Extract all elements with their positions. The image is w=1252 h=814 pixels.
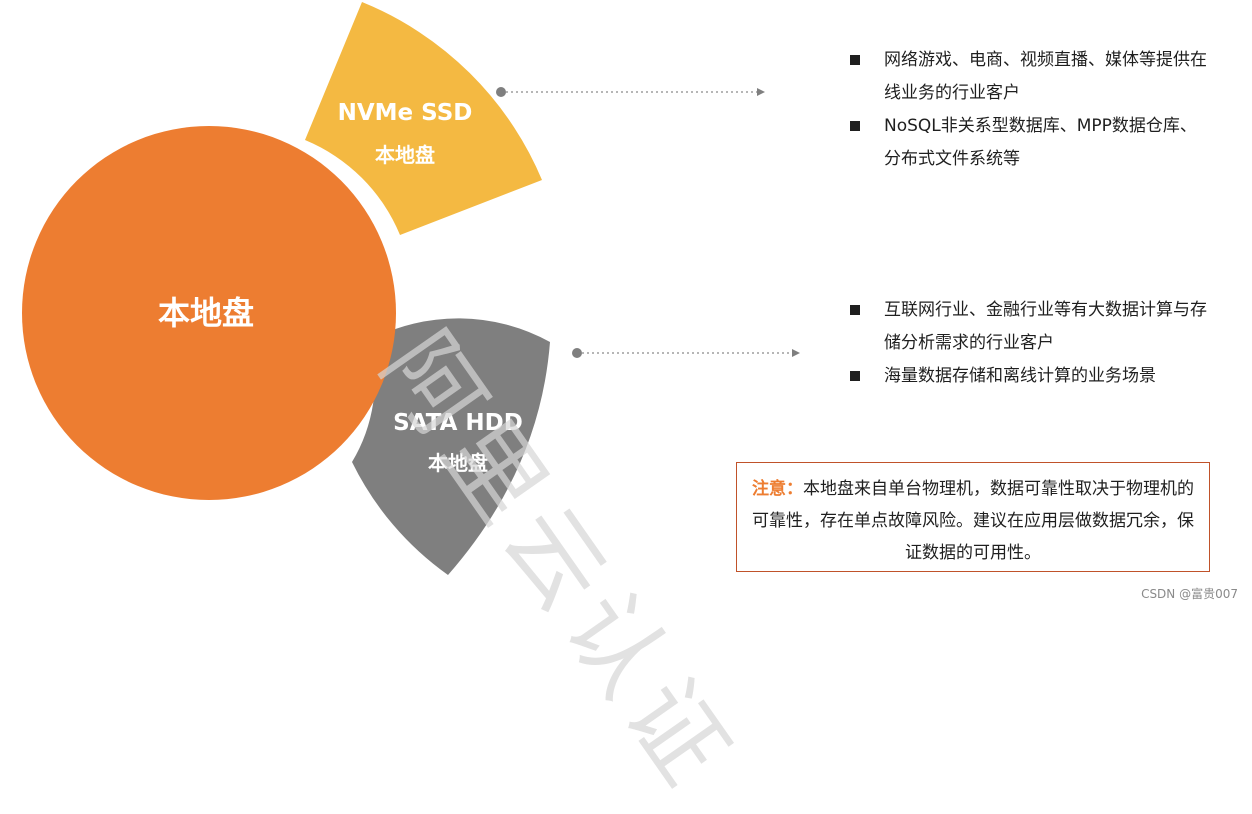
sata-connector-arrow xyxy=(572,348,800,358)
diagram-canvas: 本地盘 NVMe SSD 本地盘 SATA HDD 本地盘 xyxy=(22,2,800,575)
nvme-title: NVMe SSD xyxy=(338,100,473,126)
nvme-connector-arrow xyxy=(496,87,765,97)
nvme-ssd-sector xyxy=(305,2,542,235)
nvme-use-case-item: NoSQL非关系型数据库、MPP数据仓库、分布式文件系统等 xyxy=(848,110,1208,176)
sata-title: SATA HDD xyxy=(393,410,523,436)
note-box: 注意：本地盘来自单台物理机，数据可靠性取决于物理机的可靠性，存在单点故障风险。建… xyxy=(736,462,1210,572)
sata-use-case-list: 互联网行业、金融行业等有大数据计算与存储分析需求的行业客户 海量数据存储和离线计… xyxy=(848,294,1218,393)
nvme-use-case-list: 网络游戏、电商、视频直播、媒体等提供在线业务的行业客户 NoSQL非关系型数据库… xyxy=(848,44,1208,176)
center-label: 本地盘 xyxy=(158,294,254,332)
sata-subtitle: 本地盘 xyxy=(428,451,488,475)
sata-use-case-item: 互联网行业、金融行业等有大数据计算与存储分析需求的行业客户 xyxy=(848,294,1218,360)
nvme-subtitle: 本地盘 xyxy=(375,143,435,167)
note-label: 注意： xyxy=(752,479,803,499)
credit-text: CSDN @富贵007 xyxy=(1141,587,1238,601)
note-text: 本地盘来自单台物理机，数据可靠性取决于物理机的可靠性，存在单点故障风险。建议在应… xyxy=(752,479,1194,563)
sata-use-case-item: 海量数据存储和离线计算的业务场景 xyxy=(848,360,1218,393)
sata-hdd-sector xyxy=(352,318,550,575)
nvme-use-case-item: 网络游戏、电商、视频直播、媒体等提供在线业务的行业客户 xyxy=(848,44,1208,110)
local-disk-circle xyxy=(22,126,396,500)
